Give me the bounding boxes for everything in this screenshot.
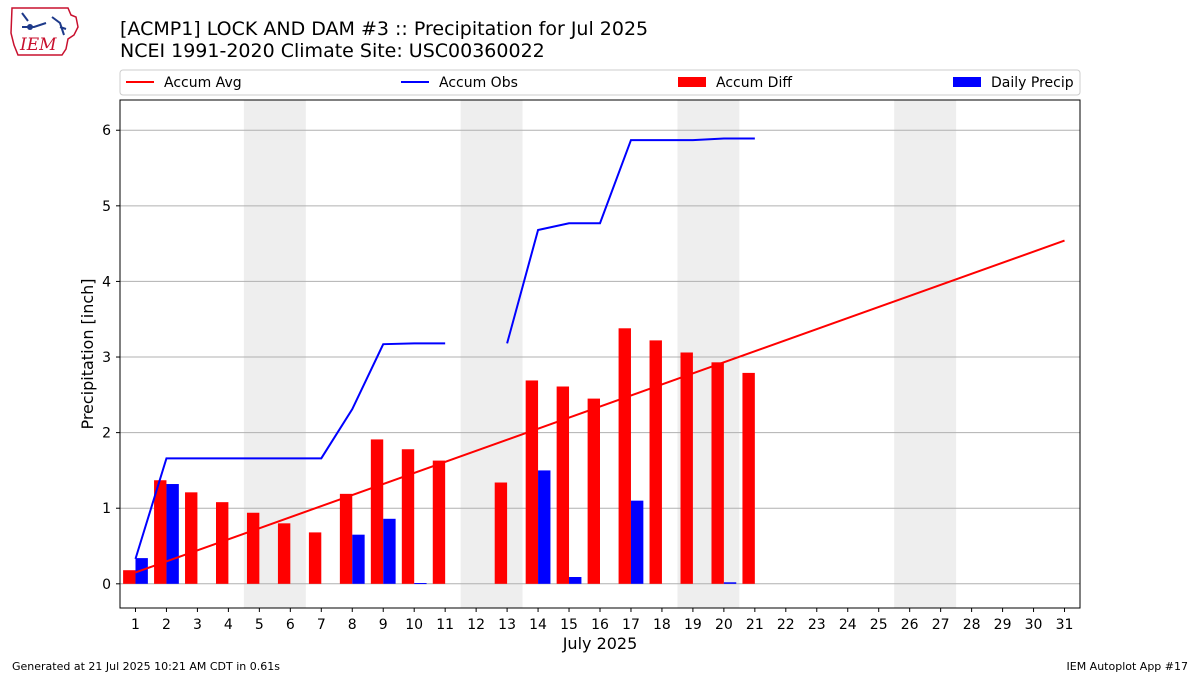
legend-label: Accum Obs xyxy=(439,75,518,91)
legend-swatch xyxy=(953,77,981,87)
logo-text: IEM xyxy=(19,35,57,55)
footer-app: IEM Autoplot App #17 xyxy=(1066,660,1189,673)
legend-label: Accum Avg xyxy=(164,75,242,91)
x-tick-label: 1 xyxy=(131,617,140,633)
x-tick-label: 18 xyxy=(653,617,671,633)
daily-precip-bar xyxy=(569,577,582,584)
x-tick-label: 17 xyxy=(622,617,640,633)
x-tick-label: 24 xyxy=(839,617,857,633)
daily-precip-bar xyxy=(723,582,737,584)
chart-subtitle: NCEI 1991-2020 Climate Site: USC00360022 xyxy=(120,40,545,62)
daily-precip-bar xyxy=(166,484,179,584)
x-tick-label: 14 xyxy=(529,617,547,633)
accum-diff-bar xyxy=(154,480,167,584)
iem-logo: IEM xyxy=(8,5,80,59)
legend-box xyxy=(119,69,1081,96)
accum-diff-bar xyxy=(185,492,198,584)
x-tick-label: 28 xyxy=(963,617,981,633)
chart-title: [ACMP1] LOCK AND DAM #3 :: Precipitation… xyxy=(120,18,649,40)
x-tick-label: 31 xyxy=(1056,617,1074,633)
accum-diff-bar xyxy=(494,482,508,584)
daily-precip-bar xyxy=(352,534,365,584)
x-tick-label: 30 xyxy=(1025,617,1043,633)
x-tick-label: 19 xyxy=(684,617,702,633)
accum-diff-bar xyxy=(277,523,291,584)
accum-diff-bar xyxy=(587,398,600,584)
x-tick-label: 11 xyxy=(436,617,454,633)
x-tick-label: 7 xyxy=(317,617,326,633)
y-axis-label: Precipitation [inch] xyxy=(78,278,97,429)
accum-diff-bar xyxy=(742,372,755,584)
x-tick-label: 13 xyxy=(498,617,516,633)
y-tick-label: 1 xyxy=(102,501,111,517)
accum-diff-bar xyxy=(649,340,662,584)
weekend-shade xyxy=(460,100,523,608)
y-tick-label: 2 xyxy=(102,426,111,442)
x-tick-label: 12 xyxy=(467,617,485,633)
accum-diff-bar xyxy=(401,449,415,584)
accum-diff-bar xyxy=(370,439,384,584)
weekend-shade xyxy=(894,100,957,608)
footer-generated: Generated at 21 Jul 2025 10:21 AM CDT in… xyxy=(12,660,280,673)
x-tick-label: 8 xyxy=(348,617,357,633)
x-tick-label: 27 xyxy=(932,617,950,633)
y-tick-label: 5 xyxy=(102,199,111,215)
x-tick-label: 21 xyxy=(746,617,764,633)
x-tick-label: 10 xyxy=(405,617,423,633)
accum-diff-bar xyxy=(432,460,446,584)
x-axis-label: July 2025 xyxy=(562,634,638,653)
accum-avg-line xyxy=(135,239,1065,574)
daily-precip-bar xyxy=(414,583,427,585)
accum-diff-bar xyxy=(246,512,260,584)
x-tick-label: 25 xyxy=(870,617,888,633)
y-tick-label: 4 xyxy=(102,274,111,290)
accum-diff-bar xyxy=(308,532,322,584)
x-tick-label: 16 xyxy=(591,617,609,633)
x-tick-label: 6 xyxy=(286,617,295,633)
x-tick-label: 26 xyxy=(901,617,919,633)
accum-diff-bar xyxy=(711,362,724,584)
accum-diff-bar xyxy=(123,570,136,584)
accum-obs-line xyxy=(506,137,755,344)
daily-precip-bar xyxy=(538,470,551,584)
accum-diff-bar xyxy=(618,328,631,584)
x-tick-label: 22 xyxy=(777,617,795,633)
x-tick-label: 9 xyxy=(379,617,388,633)
y-tick-label: 3 xyxy=(102,350,111,366)
accum-diff-bar xyxy=(339,493,353,584)
x-tick-label: 5 xyxy=(255,617,264,633)
legend-label: Accum Diff xyxy=(716,75,792,91)
accum-diff-bar xyxy=(680,352,693,584)
accum-diff-bar xyxy=(216,502,229,584)
y-tick-label: 6 xyxy=(102,123,111,139)
x-tick-label: 3 xyxy=(193,617,202,633)
y-tick-label: 0 xyxy=(102,577,111,593)
x-tick-label: 23 xyxy=(808,617,826,633)
x-tick-label: 29 xyxy=(994,617,1012,633)
legend-label: Daily Precip xyxy=(991,75,1074,91)
daily-precip-bar xyxy=(383,518,396,584)
daily-precip-bar xyxy=(630,500,644,584)
accum-diff-bar xyxy=(525,380,539,584)
x-tick-label: 20 xyxy=(715,617,733,633)
accum-diff-bar xyxy=(556,386,570,584)
x-tick-label: 4 xyxy=(224,617,233,633)
x-tick-label: 2 xyxy=(162,617,171,633)
x-tick-label: 15 xyxy=(560,617,578,633)
accum-obs-line xyxy=(134,342,446,560)
legend-swatch xyxy=(678,77,706,87)
plot-frame xyxy=(119,99,1081,609)
